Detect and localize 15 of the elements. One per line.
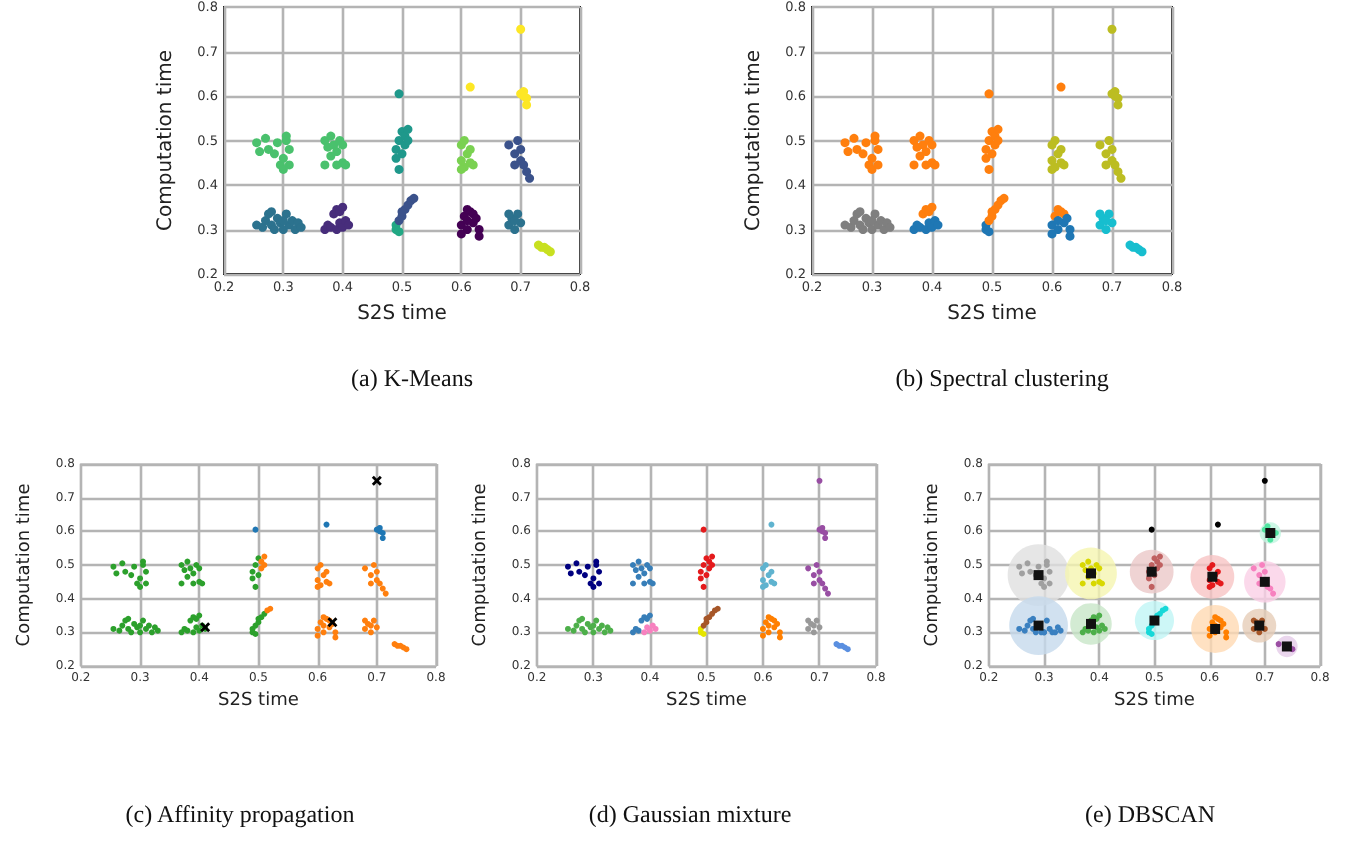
text: (a) K-Means <box>351 364 474 392</box>
text: (d) Gaussian mixture <box>588 800 792 828</box>
y-axis-title: Computation time <box>15 482 35 647</box>
x-axis-title: S2S time <box>357 302 447 325</box>
x-axis-title: S2S time <box>947 302 1037 325</box>
x-axis-title: S2S time <box>666 691 748 711</box>
x-axis-title: S2S time <box>218 691 300 711</box>
y-axis-title: Computation time <box>154 49 177 232</box>
text: (b) Spectral clustering <box>895 364 1109 392</box>
text: (e) DBSCAN <box>1085 800 1216 828</box>
y-axis-title: Computation time <box>742 49 765 232</box>
text: (c) Affinity propagation <box>125 800 355 828</box>
x-axis-title: S2S time <box>1114 691 1196 711</box>
y-axis-title: Computation time <box>471 482 491 647</box>
y-axis-title: Computation time <box>923 482 943 647</box>
